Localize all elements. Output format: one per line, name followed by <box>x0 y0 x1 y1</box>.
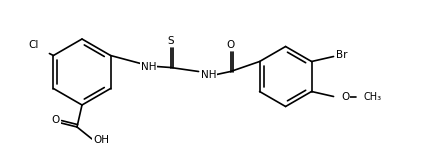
Text: O: O <box>52 115 60 125</box>
Text: Cl: Cl <box>28 40 39 51</box>
Text: OH: OH <box>93 135 109 145</box>
Text: NH: NH <box>201 70 216 79</box>
Text: Br: Br <box>336 51 347 61</box>
Text: O: O <box>227 40 235 49</box>
Text: CH₃: CH₃ <box>364 91 381 101</box>
Text: S: S <box>167 36 174 46</box>
Text: O: O <box>342 92 350 103</box>
Text: NH: NH <box>141 61 156 72</box>
